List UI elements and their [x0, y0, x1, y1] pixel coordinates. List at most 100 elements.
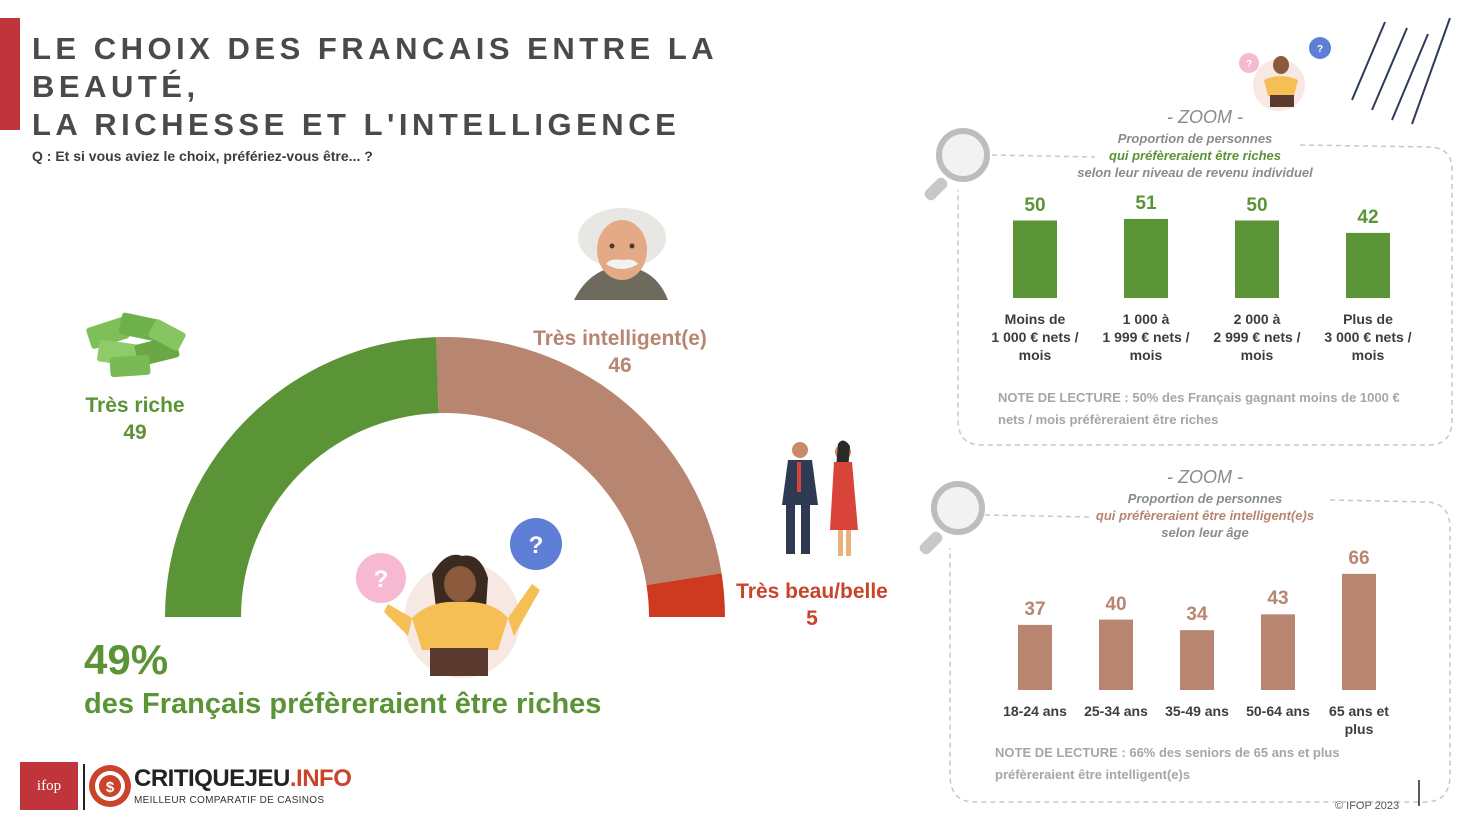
age-bar-value: 40 [1105, 593, 1127, 615]
income-category-line: Plus de [1343, 311, 1393, 327]
zoom2-reading-note: NOTE DE LECTURE : 66% des seniors de 65 … [995, 742, 1415, 786]
income-bar-category: 1 000 à 1 999 € nets / mois [1092, 310, 1200, 364]
money-icon [86, 312, 186, 378]
casino-chip-logo-icon: $ [89, 765, 131, 807]
zoom2-note-lead: NOTE DE LECTURE : [995, 745, 1130, 760]
gauge-segment-intel [436, 337, 722, 586]
zoom2-subtitle-line-1: Proportion de personnes [1127, 491, 1283, 506]
income-bar-category: 2 000 à 2 999 € nets / mois [1203, 310, 1311, 364]
income-bar-category: Plus de 3 000 € nets / mois [1314, 310, 1422, 364]
brand-tagline: MEILLEUR COMPARATIF DE CASINOS [134, 795, 325, 806]
age-bar-category: 35-49 ans [1155, 702, 1239, 720]
age-bar-value: 34 [1186, 604, 1208, 626]
age-category-line: plus [1344, 721, 1374, 737]
age-bar [1342, 573, 1376, 690]
income-bar [1013, 220, 1057, 298]
income-category-line: Moins de [1004, 311, 1066, 327]
age-category-line: 25-34 ans [1084, 703, 1148, 719]
income-category-line: mois [1351, 347, 1385, 363]
magnifier-icon [919, 481, 985, 555]
zoom1-subtitle: Proportion de personnes qui préfèreraien… [1030, 130, 1360, 181]
income-bar-value: 51 [1135, 192, 1157, 214]
zoom1-title: - ZOOM - [1167, 107, 1243, 127]
svg-text:$: $ [106, 779, 115, 796]
gauge-label-intel-value: 46 [608, 354, 632, 377]
gauge-chart [165, 337, 725, 617]
income-bar-value: 50 [1024, 194, 1046, 216]
gauge-label-riche: Très riche 49 [70, 392, 200, 446]
gauge-label-beau-text: Très beau/belle [736, 580, 888, 603]
survey-question: Q : Et si vous aviez le choix, préfériez… [32, 148, 373, 164]
income-bar [1346, 232, 1390, 298]
income-category-line: 2 999 € nets / [1213, 329, 1301, 345]
income-category-line: 2 000 à [1233, 311, 1281, 327]
income-category-line: mois [1240, 347, 1274, 363]
age-category-line: 50-64 ans [1246, 703, 1310, 719]
income-category-line: 1 000 € nets / [991, 329, 1079, 345]
brand-main: CRITIQUEJEU [134, 765, 290, 792]
gauge-segment-riche [165, 337, 439, 617]
diagonal-lines-decoration [1351, 17, 1451, 125]
age-bar-value: 43 [1267, 588, 1289, 610]
svg-text:?: ? [1246, 59, 1252, 70]
zoom1-reading-note: NOTE DE LECTURE : 50% des Français gagna… [998, 387, 1428, 431]
age-bar [1099, 619, 1133, 690]
zoom2-subtitle-line-3: selon leur âge [1161, 525, 1249, 540]
gauge-label-riche-value: 49 [123, 421, 147, 444]
zoom-panel-1-outline [957, 144, 1453, 446]
zoom2-note-text: 66% des seniors de 65 ans et plus préfèr… [995, 745, 1340, 782]
age-bar-category: 50-64 ans [1236, 702, 1320, 720]
headline-text: des Français préfèreraient être riches [84, 688, 602, 720]
critiquejeu-brand: CRITIQUEJEU.INFO [134, 765, 352, 793]
couple-icon [782, 440, 858, 556]
income-bar-category: Moins de 1 000 € nets / mois [981, 310, 1089, 364]
gauge-label-intel-text: Très intelligent(e) [533, 327, 707, 350]
age-category-line: 35-49 ans [1165, 703, 1229, 719]
title-line-1: LE CHOIX DES FRANCAIS ENTRE LA BEAUTÉ, [32, 31, 717, 104]
title-line-2: LA RICHESSE ET L'INTELLIGENCE [32, 107, 681, 142]
zoom2-subtitle-line-2: qui préfèreraient être intelligent(e)s [1095, 508, 1315, 523]
gauge-label-riche-text: Très riche [85, 394, 185, 417]
income-bar [1124, 218, 1168, 298]
zoom1-note-lead: NOTE DE LECTURE : [998, 390, 1133, 405]
woman-choosing-small-icon: ? ? [1239, 37, 1331, 111]
gauge-label-beau: Très beau/belle 5 [726, 578, 898, 632]
svg-text:?: ? [374, 566, 389, 593]
copyright: © IFOP 2023 [1335, 800, 1400, 812]
brand-suffix: .INFO [289, 765, 352, 792]
svg-text:?: ? [1317, 44, 1323, 55]
gauge-label-beau-value: 5 [806, 607, 818, 630]
woman-choosing-icon: ? ? [356, 518, 562, 678]
age-bar-category: 25-34 ans [1074, 702, 1158, 720]
age-category-line: 18-24 ans [1003, 703, 1067, 719]
zoom1-note-text: 50% des Français gagnant moins de 1000 €… [998, 390, 1400, 427]
magnifier-icon [924, 128, 990, 201]
age-bar [1180, 630, 1214, 690]
zoom1-subtitle-line-1: Proportion de personnes [1117, 131, 1273, 146]
page-title: LE CHOIX DES FRANCAIS ENTRE LA BEAUTÉ, L… [32, 30, 892, 144]
gauge-label-intel: Très intelligent(e) 46 [520, 325, 720, 379]
zoom2-title: - ZOOM - [1167, 467, 1243, 487]
gauge-segment-beau [646, 573, 725, 617]
income-category-line: 1 999 € nets / [1102, 329, 1190, 345]
income-bar-chart [1013, 218, 1390, 298]
income-category-line: 3 000 € nets / [1324, 329, 1412, 345]
age-category-line: 65 ans et [1329, 703, 1389, 719]
income-category-line: mois [1129, 347, 1163, 363]
income-bar-value: 42 [1357, 206, 1379, 228]
income-bar [1235, 220, 1279, 298]
zoom2-subtitle: Proportion de personnes qui préfèreraien… [1040, 490, 1370, 541]
income-category-line: 1 000 à [1122, 311, 1170, 327]
age-bar-category: 18-24 ans [993, 702, 1077, 720]
einstein-portrait-icon [574, 208, 668, 300]
accent-bar [0, 18, 20, 130]
income-bar-value: 50 [1246, 194, 1268, 216]
age-bar-value: 66 [1348, 547, 1370, 569]
age-bar-chart [1018, 573, 1376, 690]
age-bar [1261, 614, 1295, 690]
ifop-logo: ifop [20, 762, 78, 810]
headline-percent: 49% [84, 636, 169, 683]
age-bar-category: 65 ans et plus [1317, 702, 1401, 738]
income-category-line: mois [1018, 347, 1052, 363]
